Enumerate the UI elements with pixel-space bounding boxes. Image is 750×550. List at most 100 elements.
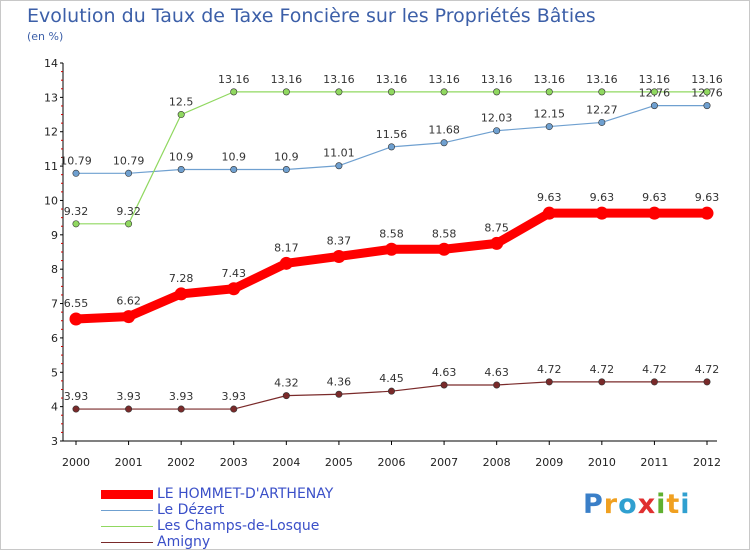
- point-amigny-2008: [493, 381, 501, 389]
- point-amigny-2002: [177, 405, 185, 413]
- y-tick-label-14: 14: [44, 57, 58, 70]
- data-label-dezert-2002: 10.9: [169, 151, 194, 164]
- point-dezert-2001: [125, 169, 133, 177]
- data-label-amigny-2009: 4.72: [537, 363, 562, 376]
- data-label-champs-2003: 13.16: [218, 73, 250, 86]
- point-amigny-2005: [335, 390, 343, 398]
- data-label-champs-2005: 13.16: [323, 73, 355, 86]
- logo-letter-6: i: [680, 489, 691, 520]
- point-dezert-2011: [650, 102, 658, 110]
- series-points: [69, 88, 714, 413]
- data-label-champs-2006: 13.16: [376, 73, 408, 86]
- data-label-dezert-2006: 11.56: [376, 128, 408, 141]
- point-amigny-2003: [230, 405, 238, 413]
- y-tick-label-6: 6: [51, 332, 58, 345]
- point-amigny-2009: [545, 378, 553, 386]
- logo-letter-0: P: [583, 489, 604, 520]
- data-label-hommet-2005: 8.37: [327, 234, 352, 247]
- point-hommet-2005: [332, 249, 346, 263]
- x-tick-label-2004: 2004: [272, 456, 300, 469]
- logo-letter-1: r: [603, 489, 619, 520]
- data-label-champs-2011: 13.16: [639, 73, 671, 86]
- point-dezert-2010: [598, 118, 606, 126]
- y-tick-label-13: 13: [44, 91, 58, 104]
- legend-swatch-amigny: [101, 542, 153, 543]
- x-tick-label-2005: 2005: [325, 456, 353, 469]
- data-label-champs-2001: 9.32: [116, 205, 141, 218]
- x-tick-label-2006: 2006: [378, 456, 406, 469]
- point-dezert-2012: [703, 102, 711, 110]
- data-label-amigny-2005: 4.36: [327, 375, 352, 388]
- unit-label: (en %): [27, 30, 64, 43]
- data-label-amigny-2008: 4.63: [484, 366, 509, 379]
- point-hommet-2001: [122, 310, 136, 324]
- point-hommet-2010: [595, 206, 609, 220]
- point-champs-2001: [125, 220, 133, 228]
- series-labels: 3.93 3.93 3.93 3.93 4.32 4.36 4.45 4.63 4.63 4.72…: [60, 73, 723, 403]
- data-label-hommet-2008: 8.75: [484, 221, 509, 234]
- x-tick-label-2008: 2008: [483, 456, 511, 469]
- data-label-dezert-2009: 12.15: [534, 108, 566, 121]
- point-champs-2007: [440, 88, 448, 96]
- y-tick-label-10: 10: [44, 194, 58, 207]
- data-label-dezert-2004: 10.9: [274, 151, 299, 164]
- data-label-hommet-2004: 8.17: [274, 241, 299, 254]
- data-label-hommet-2001: 6.62: [116, 295, 141, 308]
- legend-label-dezert: Le Dézert: [157, 502, 225, 518]
- point-amigny-2011: [650, 378, 658, 386]
- axes: 3 4 5 6 7 8 9 10 11 12 13 14 2000 2001 2002 2003 2004 200…: [44, 57, 721, 469]
- data-label-dezert-2000: 10.79: [60, 154, 92, 167]
- point-champs-2008: [493, 88, 501, 96]
- data-label-dezert-2010: 12.27: [586, 103, 618, 116]
- data-label-dezert-2008: 12.03: [481, 112, 513, 125]
- point-hommet-2009: [542, 206, 556, 220]
- point-champs-2011: [650, 88, 658, 96]
- data-label-amigny-2007: 4.63: [432, 366, 457, 379]
- data-label-amigny-2006: 4.45: [379, 372, 404, 385]
- y-tick-label-5: 5: [51, 366, 58, 379]
- legend-label-amigny: Amigny: [157, 534, 211, 550]
- point-amigny-2000: [72, 405, 80, 413]
- point-dezert-2004: [282, 166, 290, 174]
- point-hommet-2003: [227, 282, 241, 296]
- data-label-champs-2004: 13.16: [271, 73, 303, 86]
- point-champs-2000: [72, 220, 80, 228]
- point-champs-2004: [282, 88, 290, 96]
- data-label-champs-2007: 13.16: [428, 73, 460, 86]
- point-dezert-2005: [335, 162, 343, 170]
- point-champs-2005: [335, 88, 343, 96]
- logo-letter-5: t: [666, 489, 681, 520]
- data-label-dezert-2005: 11.01: [323, 147, 355, 160]
- chart-title: Evolution du Taux de Taxe Foncière sur l…: [27, 5, 596, 27]
- point-hommet-2012: [700, 206, 714, 220]
- data-label-dezert-2001: 10.79: [113, 154, 145, 167]
- data-label-dezert-2012: 12.76: [691, 87, 723, 100]
- data-label-amigny-2000: 3.93: [64, 390, 89, 403]
- y-tick-label-8: 8: [51, 263, 58, 276]
- data-label-dezert-2011: 12.76: [639, 87, 671, 100]
- data-label-hommet-2010: 9.63: [590, 191, 615, 204]
- point-hommet-2004: [279, 256, 293, 270]
- point-amigny-2010: [598, 378, 606, 386]
- point-dezert-2000: [72, 169, 80, 177]
- point-hommet-2007: [437, 242, 451, 256]
- x-tick-label-2011: 2011: [640, 456, 668, 469]
- data-label-amigny-2010: 4.72: [590, 363, 615, 376]
- point-dezert-2008: [493, 127, 501, 135]
- data-label-hommet-2006: 8.58: [379, 227, 404, 240]
- x-tick-label-2009: 2009: [535, 456, 563, 469]
- x-tick-label-2002: 2002: [167, 456, 195, 469]
- data-label-champs-2002: 12.5: [169, 96, 194, 109]
- legend-label-hommet: LE HOMMET-D'ARTHENAY: [157, 486, 334, 502]
- logo-letter-4: i: [656, 489, 667, 520]
- data-label-champs-2009: 13.16: [534, 73, 566, 86]
- logo-letter-2: o: [618, 489, 638, 520]
- x-tick-label-2010: 2010: [588, 456, 616, 469]
- data-label-hommet-2003: 7.43: [222, 267, 247, 280]
- legend-swatch-dezert: [101, 510, 153, 511]
- data-label-champs-2008: 13.16: [481, 73, 513, 86]
- y-tick-label-4: 4: [51, 401, 58, 414]
- point-dezert-2009: [545, 123, 553, 131]
